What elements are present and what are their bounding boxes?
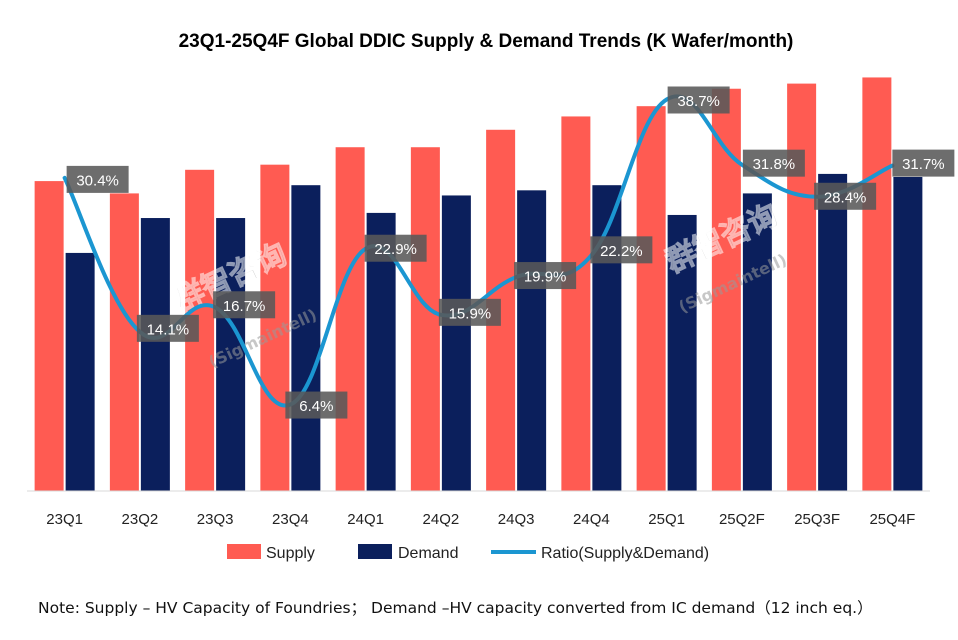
ratio-label-box [364,234,427,262]
supply-bar-25Q2F [711,88,741,491]
x-tick-24Q3: 24Q3 [498,511,535,528]
ratio-label-text: 30.4% [76,172,119,189]
ratio-label-text: 15.9% [449,305,492,322]
chart-title: 23Q1-25Q4F Global DDIC Supply & Demand T… [179,31,794,52]
demand-bar-23Q3 [216,218,246,492]
ratio-label-box [514,262,577,290]
supply-bar-25Q4F [862,77,892,491]
demand-bar-25Q1 [667,214,697,491]
ratio-label-text: 31.8% [753,156,796,173]
legend: Supply Demand Ratio(Supply&Demand) [227,544,709,562]
supply-bar-25Q3F [787,83,817,491]
x-tick-23Q1: 23Q1 [46,511,83,528]
footnote: Note: Supply – HV Capacity of Foundries；… [38,599,873,617]
ratio-label-25Q1: 38.7% [667,86,730,114]
ratio-label-box [136,314,199,342]
legend-label-supply: Supply [266,545,315,562]
ratio-label-box [590,236,653,264]
x-tick-23Q3: 23Q3 [197,511,234,528]
legend-label-demand: Demand [398,545,458,562]
x-tick-24Q1: 24Q1 [347,511,384,528]
demand-bar-25Q4F [893,176,923,491]
legend-swatch-supply [227,544,261,559]
demand-bar-25Q3F [818,173,848,491]
ratio-label-23Q4: 6.4% [285,391,348,419]
ratio-label-25Q4F: 31.7% [892,149,955,177]
x-tick-23Q2: 23Q2 [122,511,159,528]
ratio-label-25Q3F: 28.4% [814,182,877,210]
demand-bar-24Q2 [441,195,471,491]
ratio-label-23Q1: 30.4% [66,165,129,193]
demand-bar-24Q4 [592,185,622,491]
ratio-label-24Q2: 15.9% [438,298,501,326]
ratio-label-text: 31.7% [902,156,945,173]
ratio-label-text: 22.9% [374,241,417,258]
x-tick-25Q3F: 25Q3F [794,511,840,528]
ratio-label-box [814,182,877,210]
ratio-label-text: 16.7% [223,298,266,315]
ratio-label-box [66,165,129,193]
demand-bar-23Q2 [140,218,170,492]
supply-bar-25Q1 [636,106,666,491]
x-tick-25Q1: 25Q1 [648,511,685,528]
x-tick-labels: 23Q1 23Q2 23Q3 23Q4 24Q1 24Q2 24Q3 24Q4 25Q1 25Q2… [46,511,915,528]
legend-label-ratio: Ratio(Supply&Demand) [541,545,709,562]
legend-swatch-demand [358,544,392,559]
ratio-label-24Q4: 22.2% [590,236,653,264]
ratio-label-box [438,298,501,326]
ratio-label-box [667,86,730,114]
ratio-label-24Q3: 19.9% [514,262,577,290]
supply-bar-24Q2 [410,147,440,491]
ratio-label-box [285,391,348,419]
ratio-label-text: 6.4% [299,398,333,415]
demand-bar-25Q2F [742,193,772,491]
supply-bar-24Q4 [561,116,591,491]
ratio-label-text: 28.4% [824,189,867,206]
ratio-label-text: 14.1% [147,321,190,338]
ratio-label-text: 22.2% [600,243,643,260]
x-tick-25Q4F: 25Q4F [869,511,915,528]
demand-bar-23Q4 [291,185,321,491]
bars-layer [34,77,923,492]
x-tick-25Q2F: 25Q2F [719,511,765,528]
ratio-labels-layer: 30.4% 14.1% 16.7% 6.4% 22.9% 15.9% 19.9% 22.2% 3… [66,86,955,419]
x-tick-24Q2: 24Q2 [423,511,460,528]
demand-bar-23Q1 [65,252,95,491]
ratio-label-25Q2F: 31.8% [742,149,805,177]
demand-bar-24Q3 [517,190,547,492]
supply-bar-23Q1 [34,181,64,492]
ratio-label-23Q2: 14.1% [136,314,199,342]
supply-bar-23Q4 [260,164,290,491]
ratio-label-text: 38.7% [677,93,720,110]
supply-bar-23Q2 [109,193,139,491]
ratio-label-24Q1: 22.9% [364,234,427,262]
ratio-label-23Q3: 16.7% [213,291,276,319]
ratio-label-box [742,149,805,177]
ratio-label-text: 19.9% [524,269,567,286]
x-tick-23Q4: 23Q4 [272,511,309,528]
ratio-label-box [892,149,955,177]
supply-bar-24Q1 [335,147,365,491]
ratio-label-box [213,291,276,319]
x-tick-24Q4: 24Q4 [573,511,610,528]
